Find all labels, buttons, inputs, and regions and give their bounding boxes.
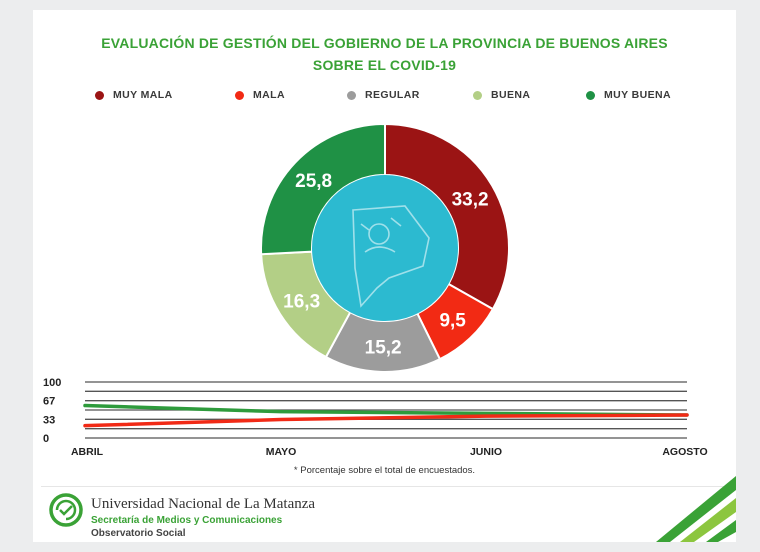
legend-label: MUY BUENA	[604, 89, 671, 101]
legend-swatch	[347, 90, 356, 100]
legend-item-mala: MALA	[235, 89, 285, 101]
corner-stripes-decoration	[656, 476, 736, 542]
province-map-icon	[352, 205, 430, 308]
chart-title-line-2: SOBRE EL COVID-19	[312, 57, 457, 73]
legend: MUY MALA MALA REGULAR BUENA MUY BUENA	[95, 89, 695, 105]
university-name: Universidad Nacional de La Matanza	[91, 496, 316, 512]
slice-value-label: 25,8	[295, 171, 332, 192]
slice-value-label: 9,5	[439, 311, 466, 332]
y-tick-label: 0	[43, 433, 49, 445]
x-tick-label: AGOSTO	[662, 446, 707, 458]
gridlines	[85, 381, 687, 439]
slice-value-label: 16,3	[283, 292, 320, 313]
x-tick-label: JUNIO	[470, 446, 502, 458]
legend-label: BUENA	[491, 89, 531, 101]
trend-series-line-2	[83, 413, 689, 428]
trend-line-chart: 100 67 33 0 ABRIL MAYO JUNIO AGOSTO	[43, 377, 708, 458]
chart-card: EVALUACIÓN DE GESTIÓN DEL GOBIERNO DE LA…	[33, 10, 736, 542]
legend-swatch	[95, 90, 104, 100]
legend-label: REGULAR	[365, 89, 420, 101]
secretariat-name: Secretaría de Medios y Comunicaciones	[91, 515, 283, 526]
legend-item-muy-mala: MUY MALA	[95, 89, 173, 101]
chart-title: EVALUACIÓN DE GESTIÓN DEL GOBIERNO DE LA…	[33, 32, 736, 76]
y-tick-label: 67	[43, 395, 55, 407]
donut-chart: 33,2 9,5 15,2 16,3 25,8	[260, 122, 510, 373]
x-tick-label: MAYO	[266, 446, 297, 458]
legend-item-muy-buena: MUY BUENA	[586, 89, 671, 101]
university-logo-icon	[49, 493, 83, 527]
footer-divider	[41, 486, 728, 487]
y-tick-label: 100	[43, 377, 61, 389]
legend-label: MALA	[253, 89, 285, 101]
legend-swatch	[473, 90, 482, 100]
chart-title-line-1: EVALUACIÓN DE GESTIÓN DEL GOBIERNO DE LA…	[101, 35, 668, 51]
slice-value-label: 33,2	[452, 189, 489, 210]
legend-swatch	[235, 90, 244, 100]
observatory-name: Observatorio Social	[91, 528, 186, 539]
legend-label: MUY MALA	[113, 89, 173, 101]
legend-item-buena: BUENA	[473, 89, 530, 101]
x-tick-label: ABRIL	[71, 446, 104, 458]
slice-value-label: 15,2	[365, 337, 402, 358]
legend-item-regular: REGULAR	[347, 89, 420, 101]
legend-swatch	[586, 90, 595, 100]
footnote: * Porcentaje sobre el total de encuestad…	[293, 465, 476, 476]
y-tick-label: 33	[43, 415, 55, 427]
